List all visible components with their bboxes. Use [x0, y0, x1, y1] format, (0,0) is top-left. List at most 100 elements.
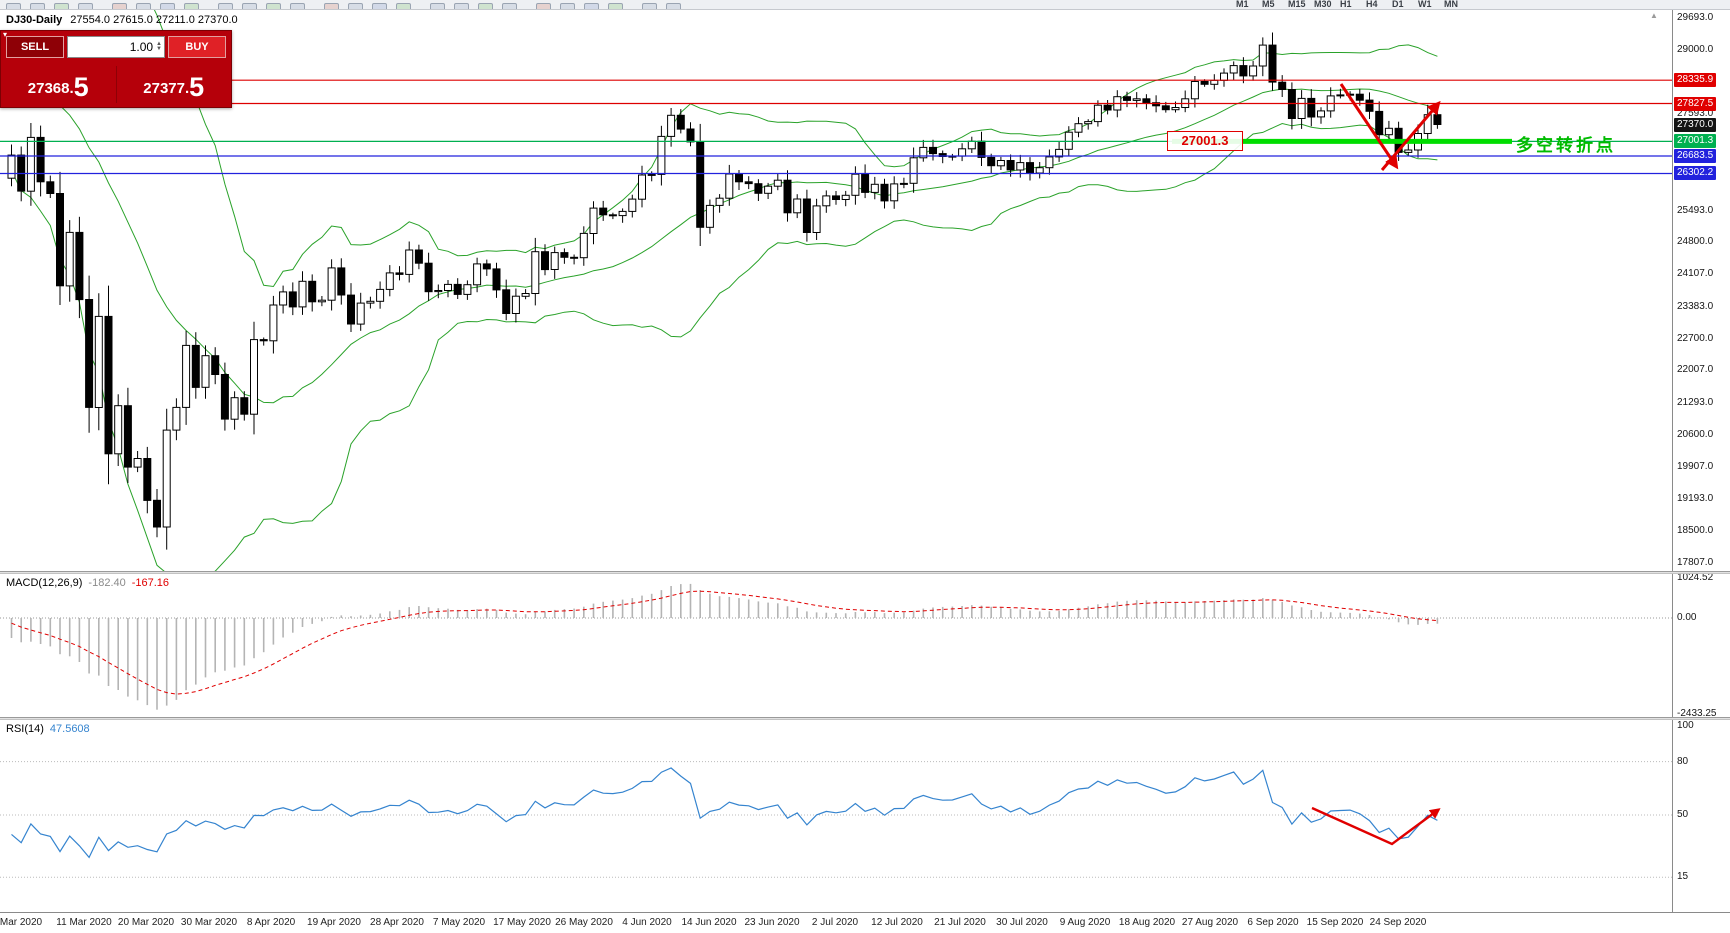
volume-input[interactable]: 1.00 ▲ ▼ [67, 36, 165, 58]
price-axis-label: 24800.0 [1677, 236, 1714, 247]
macd-panel: MACD(12,26,9) -182.40 -167.16 [0, 574, 1672, 717]
toolbar-icon[interactable] [290, 3, 305, 9]
date-label: 30 Mar 2020 [180, 917, 238, 928]
panel-separator[interactable] [0, 717, 1730, 720]
macd-axis-label: -2433.25 [1677, 708, 1717, 719]
toolbar-icon[interactable] [6, 3, 21, 9]
toolbar-icon[interactable] [560, 3, 575, 9]
price-tag: 26302.2 [1674, 166, 1717, 180]
toolbar-icon[interactable] [454, 3, 469, 9]
price-axis-label: 19193.0 [1677, 493, 1714, 504]
spinner-down-icon[interactable]: ▼ [156, 46, 162, 52]
price-tag: 28335.9 [1674, 73, 1717, 87]
date-label: 23 Jun 2020 [744, 917, 800, 928]
chart-shift-marker[interactable]: ▲ [1650, 11, 1658, 20]
rsi-axis-label: 50 [1677, 809, 1689, 820]
toolbar-icon[interactable] [242, 3, 257, 9]
macd-axis-label: 1024.52 [1677, 572, 1714, 583]
date-label: 24 Sep 2020 [1369, 917, 1427, 928]
toolbar-icon[interactable] [78, 3, 93, 9]
volume-spinner[interactable]: ▲ ▼ [156, 41, 162, 52]
toolbar-icon[interactable] [324, 3, 339, 9]
collapse-arrow-icon[interactable]: ▾ [3, 30, 8, 39]
toolbar-icon[interactable] [348, 3, 363, 9]
toolbar-icon[interactable] [160, 3, 175, 9]
rsi-axis-label: 15 [1677, 871, 1689, 882]
price-axis-label: 18500.0 [1677, 525, 1714, 536]
toolbar-icon[interactable] [642, 3, 657, 9]
rsi-axis-label: 80 [1677, 756, 1689, 767]
ohlc-values: 27554.0 27615.0 27211.0 27370.0 [70, 14, 238, 26]
toolbar-icon[interactable] [608, 3, 623, 9]
toolbar-icon[interactable] [112, 3, 127, 9]
buy-button[interactable]: BUY [168, 36, 226, 58]
macd-canvas[interactable] [0, 574, 1672, 717]
macd-name: MACD(12,26,9) [6, 577, 83, 589]
price-axis[interactable]: 29693.0 29000.0 27593.0 25493.0 24800.0 24107… [1672, 10, 1730, 933]
volume-value: 1.00 [129, 40, 154, 54]
timeframe-button-h4[interactable]: H4 [1366, 0, 1378, 9]
rsi-panel: RSI(14) 47.5608 [0, 720, 1672, 912]
symbol-timeframe-label: DJ30-Daily [6, 14, 63, 26]
date-label: 28 Apr 2020 [370, 917, 424, 928]
toolbar-icon[interactable] [30, 3, 45, 9]
timeframe-button-d1[interactable]: D1 [1392, 0, 1404, 9]
date-label: 6 Sep 2020 [1247, 917, 1299, 928]
rsi-canvas[interactable] [0, 720, 1672, 912]
date-label: 19 Apr 2020 [307, 917, 361, 928]
toolbar-icon[interactable] [372, 3, 387, 9]
toolbar-icon[interactable] [266, 3, 281, 9]
spinner-up-icon[interactable]: ▲ [156, 41, 162, 47]
timeframe-button-w1[interactable]: W1 [1418, 0, 1432, 9]
date-label: 18 Aug 2020 [1118, 917, 1176, 928]
timeframe-button-m30[interactable]: M30 [1314, 0, 1332, 9]
price-tag: 27001.3 [1674, 134, 1717, 148]
sell-button[interactable]: SELL [6, 36, 64, 58]
main-chart-panel: DJ30-Daily 27554.0 27615.0 27211.0 27370.… [0, 10, 1672, 571]
panel-separator[interactable] [0, 571, 1730, 574]
date-label: Mar 2020 [0, 917, 43, 928]
price-axis-label: 19907.0 [1677, 461, 1714, 472]
top-toolbar: M1 M5 M15 M30 H1 H4 D1 W1 MN [0, 0, 1730, 10]
candlestick-chart-canvas[interactable] [0, 10, 1672, 571]
price-axis-label: 23383.0 [1677, 301, 1714, 312]
price-axis-label: 22700.0 [1677, 333, 1714, 344]
date-label: 27 Aug 2020 [1181, 917, 1239, 928]
timeframe-button-m5[interactable]: M5 [1262, 0, 1275, 9]
toolbar-icon[interactable] [396, 3, 411, 9]
price-axis-label: 29693.0 [1677, 12, 1714, 23]
toolbar-icon[interactable] [54, 3, 69, 9]
date-label: 4 Jun 2020 [622, 917, 672, 928]
date-label: 17 May 2020 [493, 917, 551, 928]
toolbar-icon[interactable] [502, 3, 517, 9]
price-level-label[interactable]: 27001.3 [1167, 131, 1243, 151]
timeframe-button-m15[interactable]: M15 [1288, 0, 1306, 9]
price-axis-label: 27593.0 [1677, 108, 1714, 119]
price-tag: 27370.0 [1674, 118, 1717, 132]
toolbar-icon[interactable] [478, 3, 493, 9]
date-label: 7 May 2020 [432, 917, 486, 928]
timeframe-button-m1[interactable]: M1 [1236, 0, 1249, 9]
price-divider [115, 66, 117, 103]
timeframe-button-mn[interactable]: MN [1444, 0, 1458, 9]
toolbar-icon[interactable] [184, 3, 199, 9]
toolbar-icon[interactable] [536, 3, 551, 9]
sell-price[interactable]: 27368. 5 [27, 72, 89, 102]
toolbar-icon[interactable] [136, 3, 151, 9]
toolbar-icon[interactable] [218, 3, 233, 9]
toolbar-icon[interactable] [666, 3, 681, 9]
price-axis-label: 20600.0 [1677, 429, 1714, 440]
price-axis-label: 24107.0 [1677, 268, 1714, 279]
date-label: 21 Jul 2020 [934, 917, 986, 928]
time-axis[interactable]: Mar 2020 11 Mar 2020 20 Mar 2020 30 Mar 202… [0, 912, 1730, 933]
date-label: 20 Mar 2020 [117, 917, 175, 928]
price-tag: 26683.5 [1674, 149, 1717, 163]
date-label: 26 May 2020 [555, 917, 613, 928]
toolbar-icon[interactable] [430, 3, 445, 9]
timeframe-button-h1[interactable]: H1 [1340, 0, 1352, 9]
price-axis-label: 25493.0 [1677, 205, 1714, 216]
rsi-value: 47.5608 [49, 723, 90, 735]
buy-price[interactable]: 27377. 5 [143, 72, 205, 102]
toolbar-icon[interactable] [584, 3, 599, 9]
turning-point-note[interactable]: 多空转折点 [1516, 136, 1616, 155]
